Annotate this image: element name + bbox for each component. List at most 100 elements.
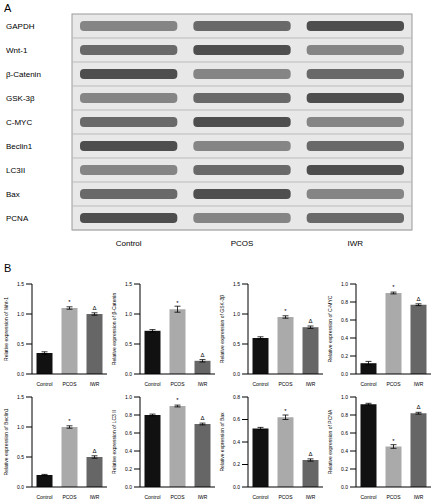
svg-text:*: * — [284, 308, 287, 314]
svg-text:*: * — [392, 284, 395, 290]
svg-text:Δ: Δ — [200, 352, 204, 358]
svg-text:Relative expression of Bax: Relative expression of Bax — [219, 412, 225, 472]
svg-text:0.6: 0.6 — [125, 430, 132, 436]
svg-text:IWR: IWR — [306, 381, 316, 386]
svg-text:1.5: 1.5 — [17, 394, 24, 400]
svg-text:Relative expression of Wnt-1: Relative expression of Wnt-1 — [8, 297, 9, 361]
svg-text:1.0: 1.0 — [125, 311, 132, 317]
svg-text:1.5: 1.5 — [233, 281, 240, 287]
svg-text:PCOS: PCOS — [170, 494, 185, 499]
svg-text:PCOS: PCOS — [386, 381, 401, 386]
svg-text:*: * — [68, 418, 71, 424]
svg-text:*: * — [284, 408, 287, 414]
svg-text:IWR: IWR — [414, 381, 424, 386]
svg-text:Relative expression of LC3 II: Relative expression of LC3 II — [111, 410, 117, 474]
svg-text:0.4: 0.4 — [341, 448, 348, 454]
svg-text:Control: Control — [144, 381, 160, 386]
svg-text:0.8: 0.8 — [341, 299, 348, 305]
svg-text:Control: Control — [36, 494, 52, 499]
svg-text:PCOS: PCOS — [278, 381, 293, 386]
svg-text:Relative expression of Beclin1: Relative expression of Beclin1 — [8, 408, 9, 475]
svg-text:0.0: 0.0 — [233, 484, 240, 490]
svg-text:IWR: IWR — [90, 494, 100, 499]
svg-text:IWR: IWR — [414, 494, 424, 499]
svg-text:*: * — [176, 300, 179, 306]
svg-text:Control: Control — [360, 494, 376, 499]
svg-text:GSK-3β: GSK-3β — [8, 94, 35, 103]
svg-text:Δ: Δ — [200, 415, 204, 421]
svg-text:0.5: 0.5 — [233, 341, 240, 347]
svg-text:1.0: 1.0 — [341, 281, 348, 287]
svg-text:PCNA: PCNA — [8, 214, 29, 223]
svg-text:Δ: Δ — [308, 451, 312, 457]
svg-text:Control: Control — [36, 381, 52, 386]
svg-text:IWR: IWR — [348, 239, 364, 248]
svg-text:0.4: 0.4 — [341, 335, 348, 341]
svg-text:0.0: 0.0 — [125, 484, 132, 490]
svg-text:1.0: 1.0 — [17, 311, 24, 317]
svg-text:0.0: 0.0 — [341, 484, 348, 490]
svg-text:0.6: 0.6 — [341, 430, 348, 436]
svg-text:0.2: 0.2 — [341, 466, 348, 472]
svg-text:Δ: Δ — [416, 404, 420, 410]
svg-text:Control: Control — [144, 494, 160, 499]
svg-text:Control: Control — [116, 239, 142, 248]
svg-text:0.4: 0.4 — [125, 448, 132, 454]
svg-text:0.0: 0.0 — [17, 484, 24, 490]
svg-text:Relative expression of GSK-3β: Relative expression of GSK-3β — [219, 295, 225, 364]
svg-text:IWR: IWR — [198, 381, 208, 386]
svg-text:PCOS: PCOS — [386, 494, 401, 499]
svg-text:1.0: 1.0 — [341, 394, 348, 400]
svg-text:PCOS: PCOS — [170, 381, 185, 386]
svg-text:0.8: 0.8 — [233, 394, 240, 400]
svg-text:A: A — [8, 2, 12, 14]
svg-text:0.2: 0.2 — [341, 353, 348, 359]
svg-text:β-Catenin: β-Catenin — [8, 70, 41, 79]
svg-text:Bax: Bax — [8, 190, 20, 199]
svg-text:C-MYC: C-MYC — [8, 118, 32, 127]
svg-text:0.8: 0.8 — [341, 412, 348, 418]
svg-text:Beclin1: Beclin1 — [8, 142, 33, 151]
svg-text:1.0: 1.0 — [233, 311, 240, 317]
svg-text:0.5: 0.5 — [17, 341, 24, 347]
svg-text:0.0: 0.0 — [17, 371, 24, 377]
svg-text:LC3II: LC3II — [8, 166, 25, 175]
svg-text:*: * — [392, 438, 395, 444]
svg-text:Control: Control — [252, 381, 268, 386]
svg-text:IWR: IWR — [90, 381, 100, 386]
svg-text:*: * — [68, 299, 71, 305]
svg-text:1.5: 1.5 — [17, 281, 24, 287]
svg-text:Control: Control — [252, 494, 268, 499]
svg-text:0.0: 0.0 — [341, 371, 348, 377]
svg-text:0.2: 0.2 — [233, 461, 240, 467]
svg-text:0.6: 0.6 — [233, 416, 240, 422]
svg-text:Wnt-1: Wnt-1 — [8, 46, 28, 55]
svg-text:Relative expression of C-MYC: Relative expression of C-MYC — [327, 295, 333, 362]
svg-text:IWR: IWR — [198, 494, 208, 499]
svg-text:IWR: IWR — [306, 494, 316, 499]
svg-text:PCOS: PCOS — [62, 381, 77, 386]
svg-text:Relative expression of β-Caten: Relative expression of β-Catenin — [111, 293, 117, 366]
svg-text:1.5: 1.5 — [125, 281, 132, 287]
svg-text:0.5: 0.5 — [17, 454, 24, 460]
svg-text:GAPDH: GAPDH — [8, 22, 35, 31]
svg-text:0.8: 0.8 — [125, 412, 132, 418]
svg-text:PCOS: PCOS — [231, 239, 254, 248]
svg-text:Relative expression of PCNA: Relative expression of PCNA — [327, 409, 333, 474]
svg-text:1.0: 1.0 — [125, 394, 132, 400]
svg-text:Δ: Δ — [92, 448, 96, 454]
svg-text:PCOS: PCOS — [278, 494, 293, 499]
svg-text:0.2: 0.2 — [125, 466, 132, 472]
svg-text:0.6: 0.6 — [341, 317, 348, 323]
svg-text:Δ: Δ — [92, 305, 96, 311]
svg-text:0.4: 0.4 — [233, 439, 240, 445]
svg-text:0.5: 0.5 — [125, 341, 132, 347]
svg-text:0.0: 0.0 — [233, 371, 240, 377]
svg-text:1.0: 1.0 — [17, 424, 24, 430]
svg-text:PCOS: PCOS — [62, 494, 77, 499]
svg-text:Δ: Δ — [416, 296, 420, 302]
svg-text:*: * — [176, 397, 179, 403]
svg-text:0.0: 0.0 — [125, 371, 132, 377]
svg-text:Control: Control — [360, 381, 376, 386]
svg-text:Δ: Δ — [308, 318, 312, 324]
